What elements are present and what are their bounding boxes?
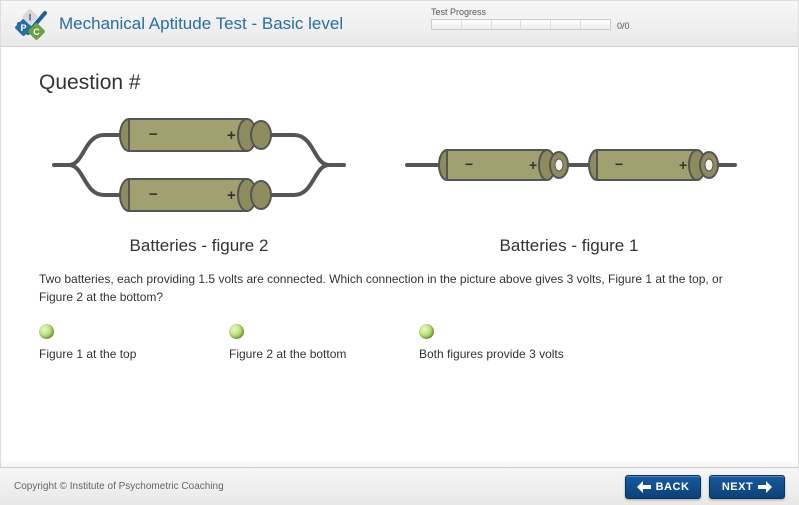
- radio-icon[interactable]: [229, 324, 244, 339]
- option-label: Figure 1 at the top: [39, 347, 136, 361]
- option-label: Both figures provide 3 volts: [419, 347, 564, 361]
- svg-text:+: +: [227, 187, 236, 204]
- page-title: Mechanical Aptitude Test - Basic level: [59, 14, 343, 34]
- radio-icon[interactable]: [39, 324, 54, 339]
- svg-text:−: −: [615, 156, 623, 172]
- figure-series-icon: − + − +: [399, 105, 739, 225]
- option-2[interactable]: Figure 2 at the bottom: [229, 324, 379, 361]
- svg-text:+: +: [227, 127, 236, 144]
- progress-label: Test Progress: [431, 7, 611, 17]
- svg-text:+: +: [679, 157, 687, 173]
- figures-row: − + − + Batteries - figure 2: [39, 105, 760, 256]
- figure-left-caption: Batteries - figure 2: [39, 236, 359, 256]
- back-button[interactable]: BACK: [625, 475, 701, 499]
- option-label: Figure 2 at the bottom: [229, 347, 346, 361]
- logo-icon: P C I: [15, 7, 49, 41]
- svg-text:−: −: [149, 186, 158, 203]
- copyright-text: Copyright © Institute of Psychometric Co…: [14, 481, 224, 492]
- svg-text:I: I: [29, 12, 32, 22]
- figure-parallel-icon: − + − +: [39, 105, 359, 225]
- content-area: Question # −: [1, 47, 798, 467]
- progress-container: Test Progress 0/0: [431, 7, 611, 30]
- footer: Copyright © Institute of Psychometric Co…: [0, 467, 799, 505]
- next-label: NEXT: [722, 481, 753, 493]
- arrow-right-icon: [758, 481, 772, 493]
- progress-bar: [431, 19, 611, 30]
- question-text: Two batteries, each providing 1.5 volts …: [39, 270, 760, 306]
- progress-count: 0/0: [617, 21, 630, 31]
- option-1[interactable]: Figure 1 at the top: [39, 324, 189, 361]
- arrow-left-icon: [637, 481, 651, 493]
- option-3[interactable]: Both figures provide 3 volts: [419, 324, 569, 361]
- nav-buttons: BACK NEXT: [625, 475, 785, 499]
- question-heading: Question #: [39, 71, 760, 95]
- figure-left: − + − + Batteries - figure 2: [39, 105, 359, 256]
- header: P C I Mechanical Aptitude Test - Basic l…: [1, 1, 798, 47]
- svg-text:−: −: [149, 126, 158, 143]
- svg-text:C: C: [33, 27, 40, 37]
- radio-icon[interactable]: [419, 324, 434, 339]
- options-row: Figure 1 at the top Figure 2 at the bott…: [39, 324, 760, 361]
- figure-right: − + − + Batteries - figure 1: [399, 105, 739, 256]
- svg-text:P: P: [20, 23, 26, 33]
- svg-text:−: −: [465, 156, 473, 172]
- figure-right-caption: Batteries - figure 1: [399, 236, 739, 256]
- next-button[interactable]: NEXT: [709, 475, 785, 499]
- svg-text:+: +: [529, 157, 537, 173]
- back-label: BACK: [656, 481, 690, 493]
